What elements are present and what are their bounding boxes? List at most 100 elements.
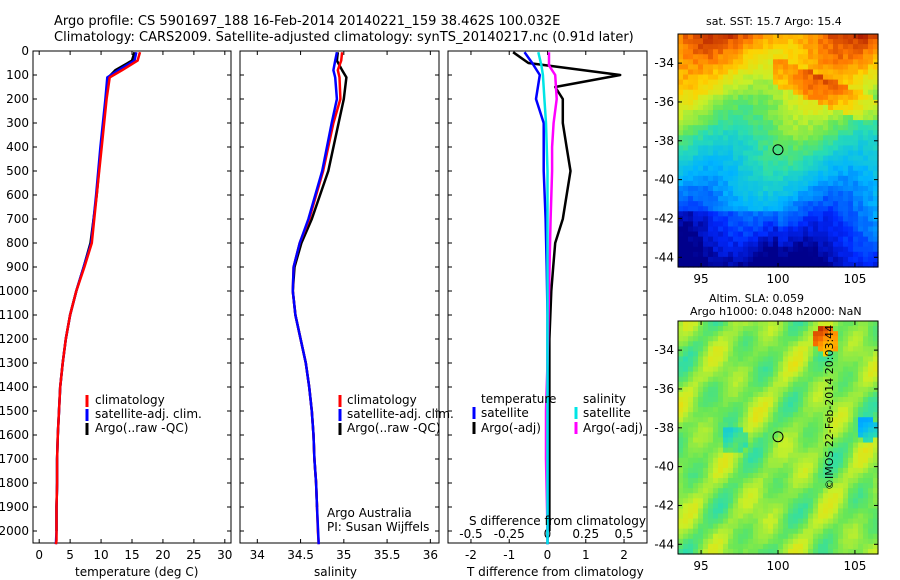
map-cell <box>723 140 729 147</box>
map-cell <box>713 109 719 116</box>
map-cell <box>823 376 829 383</box>
map-cell <box>678 216 684 223</box>
sla-map-title-line-1: Altim. SLA: 0.059 <box>709 292 805 305</box>
map-cell <box>753 331 759 337</box>
map-cell <box>788 341 794 347</box>
map-cell <box>758 84 764 91</box>
map-cell <box>693 64 699 71</box>
map-cell <box>763 528 769 535</box>
map-cell <box>788 447 794 454</box>
map-cell <box>703 130 709 136</box>
map-cell <box>778 391 784 398</box>
map-cell <box>843 432 849 439</box>
map-cell <box>863 371 869 378</box>
map-cell <box>798 54 804 60</box>
map-cell <box>788 89 794 96</box>
map-cell <box>713 432 719 439</box>
map-cell <box>803 432 809 439</box>
map-cell <box>818 191 824 197</box>
map-cell <box>743 452 749 459</box>
map-cell <box>823 69 829 76</box>
map-cell <box>823 483 829 489</box>
map-cell <box>713 180 719 187</box>
map-cell <box>683 462 689 469</box>
map-cell <box>703 381 709 388</box>
map-cell <box>698 366 704 373</box>
map-cell <box>688 356 694 363</box>
map-cell <box>678 125 684 131</box>
map-cell <box>768 538 774 545</box>
map-cell <box>718 130 724 136</box>
map-cell <box>848 483 854 489</box>
map-cell <box>828 447 834 454</box>
map-cell <box>873 155 879 162</box>
map-cell <box>693 120 699 126</box>
map-cell <box>753 155 759 162</box>
map-cell <box>678 196 684 202</box>
map-cell <box>783 236 789 243</box>
map-cell <box>723 79 729 86</box>
map-cell <box>713 99 719 106</box>
map-cell <box>718 89 724 96</box>
map-cell <box>738 483 744 489</box>
map-cell <box>853 462 859 469</box>
map-cell <box>713 331 719 337</box>
map-cell <box>698 256 704 263</box>
map-cell <box>828 386 834 393</box>
map-cell <box>803 120 809 126</box>
map-cell <box>703 548 709 555</box>
map-cell <box>788 191 794 197</box>
map-cell <box>833 513 839 520</box>
map-cell <box>808 44 814 50</box>
map-cell <box>848 120 854 126</box>
map-ytick-label: -40 <box>654 173 674 187</box>
map-cell <box>858 155 864 162</box>
map-cell <box>718 155 724 162</box>
map-cell <box>708 236 714 243</box>
map-cell <box>808 361 814 368</box>
map-cell <box>853 140 859 147</box>
map-cell <box>773 135 779 141</box>
map-cell <box>813 94 819 101</box>
map-cell <box>718 125 724 131</box>
map-cell <box>833 64 839 71</box>
map-cell <box>758 191 764 197</box>
map-cell <box>703 211 709 217</box>
map-cell <box>833 478 839 484</box>
map-cell <box>768 115 774 121</box>
map-cell <box>828 39 834 45</box>
map-cell <box>748 160 754 167</box>
map-cell <box>868 478 874 484</box>
map-cell <box>798 483 804 489</box>
map-cell <box>838 160 844 167</box>
map-cell <box>798 437 804 444</box>
map-cell <box>718 321 724 327</box>
map-cell <box>793 407 799 413</box>
map-cell <box>743 371 749 378</box>
map-cell <box>788 391 794 398</box>
map-cell <box>753 422 759 428</box>
ytick-label: 1300 <box>0 356 29 370</box>
map-cell <box>753 69 759 76</box>
map-cell <box>783 498 789 504</box>
ytick-label: 1700 <box>0 452 29 466</box>
map-cell <box>708 391 714 398</box>
map-cell <box>823 231 829 238</box>
map-cell <box>773 165 779 172</box>
map-cell <box>678 221 684 228</box>
map-cell <box>758 160 764 167</box>
map-cell <box>793 216 799 223</box>
map-cell <box>818 251 824 258</box>
map-cell <box>863 185 869 192</box>
map-cell <box>853 104 859 111</box>
map-cell <box>688 231 694 238</box>
map-cell <box>873 196 879 202</box>
map-cell <box>823 221 829 228</box>
map-cell <box>848 376 854 383</box>
map-cell <box>828 69 834 76</box>
map-cell <box>718 115 724 121</box>
salinity-annotation-line-2: PI: Susan Wijffels <box>327 520 430 534</box>
map-cell <box>778 155 784 162</box>
map-cell <box>823 135 829 141</box>
